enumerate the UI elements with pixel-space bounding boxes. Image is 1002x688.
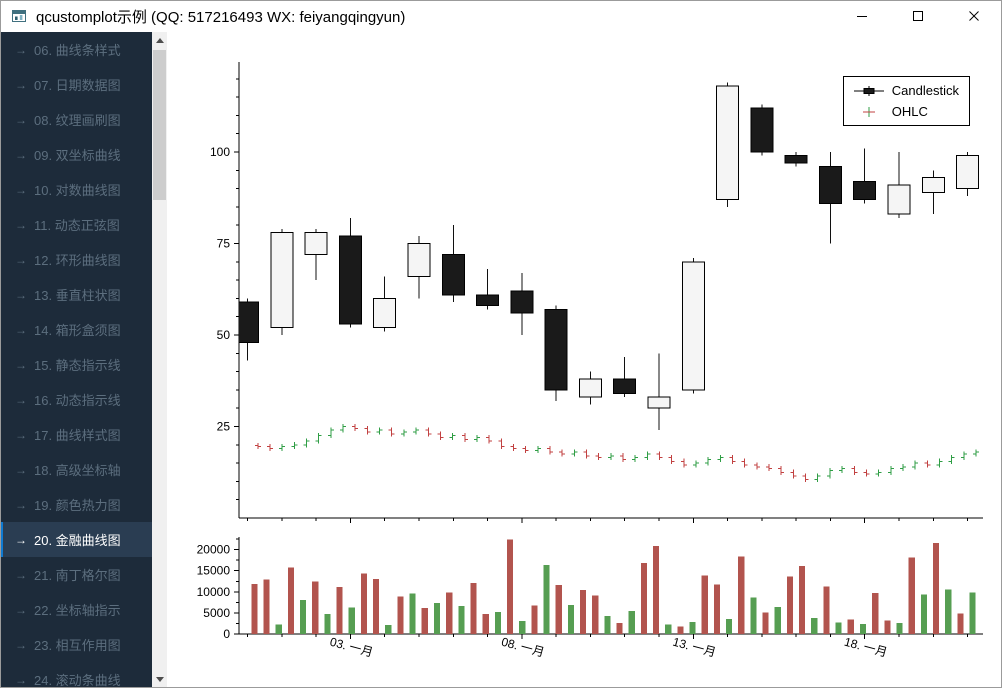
maximize-button[interactable]: [890, 0, 946, 32]
arrow-icon: →: [15, 252, 27, 267]
svg-text:08. 一月: 08. 一月: [500, 635, 546, 660]
sidebar-item-08[interactable]: → 08. 纹理画刷图: [0, 102, 152, 137]
sidebar-item-17[interactable]: → 17. 曲线样式图: [0, 417, 152, 452]
sidebar-item-label: 15. 静态指示线: [34, 358, 121, 373]
close-button[interactable]: [946, 0, 1002, 32]
arrow-up-icon: [155, 38, 164, 43]
scroll-down-button[interactable]: [152, 671, 167, 688]
sidebar-item-label: 20. 金融曲线图: [34, 533, 121, 548]
arrow-icon: →: [15, 427, 27, 442]
sidebar-item-label: 14. 箱形盒须图: [34, 323, 121, 338]
sidebar-list: → 06. 曲线条样式 → 07. 日期数据图 → 08. 纹理画刷图 → 09. 双坐标曲线…: [0, 32, 152, 688]
sidebar-item-label: 07. 日期数据图: [34, 78, 121, 93]
svg-text:100: 100: [210, 145, 230, 159]
arrow-icon: →: [15, 147, 27, 162]
svg-text:25: 25: [217, 420, 231, 434]
sidebar-item-label: 22. 坐标轴指示: [34, 603, 121, 618]
sidebar-item-label: 21. 南丁格尔图: [34, 568, 121, 583]
sidebar-item-label: 09. 双坐标曲线: [34, 148, 121, 163]
sidebar-item-label: 19. 颜色热力图: [34, 498, 121, 513]
window-title: qcustomplot示例 (QQ: 517216493 WX: feiyang…: [36, 8, 406, 26]
sidebar-item-13[interactable]: → 13. 垂直柱状图: [0, 277, 152, 312]
arrow-icon: →: [15, 637, 27, 652]
sidebar-item-15[interactable]: → 15. 静态指示线: [0, 347, 152, 382]
main-area: 25 50 75 100 0 5000 10000 15000 20000 03. 一月 08. 一…: [167, 32, 1002, 688]
sidebar-item-19[interactable]: → 19. 颜色热力图: [0, 487, 152, 522]
arrow-icon: →: [15, 357, 27, 372]
svg-text:13. 一月: 13. 一月: [671, 635, 717, 660]
arrow-icon: →: [15, 77, 27, 92]
scrollbar-thumb[interactable]: [153, 50, 166, 200]
sidebar-item-label: 08. 纹理画刷图: [34, 113, 121, 128]
sidebar-item-12[interactable]: → 12. 环形曲线图: [0, 242, 152, 277]
arrow-icon: →: [15, 672, 27, 687]
svg-text:18. 一月: 18. 一月: [843, 635, 889, 660]
arrow-down-icon: [155, 677, 164, 682]
window-controls: [834, 0, 1002, 32]
svg-text:75: 75: [217, 237, 231, 251]
financial-chart[interactable]: 25 50 75 100 0 5000 10000 15000 20000 03. 一月 08. 一…: [177, 40, 994, 680]
candlestick-legend-icon: [853, 85, 884, 96]
svg-text:03. 一月: 03. 一月: [328, 635, 374, 660]
svg-text:50: 50: [217, 328, 231, 342]
sidebar-item-label: 10. 对数曲线图: [34, 183, 121, 198]
legend-label: Candlestick: [891, 83, 959, 98]
svg-text:20000: 20000: [197, 543, 231, 557]
sidebar-item-14[interactable]: → 14. 箱形盒须图: [0, 312, 152, 347]
sidebar-item-09[interactable]: → 09. 双坐标曲线: [0, 137, 152, 172]
sidebar-item-07[interactable]: → 07. 日期数据图: [0, 67, 152, 102]
sidebar-item-16[interactable]: → 16. 动态指示线: [0, 382, 152, 417]
svg-text:10000: 10000: [197, 585, 231, 599]
legend-item-candlestick: Candlestick: [853, 83, 959, 98]
sidebar-item-label: 16. 动态指示线: [34, 393, 121, 408]
sidebar-item-label: 18. 高级坐标轴: [34, 463, 121, 478]
chart-legend: Candlestick OHLC: [842, 76, 970, 126]
arrow-icon: →: [15, 112, 27, 127]
svg-text:15000: 15000: [197, 564, 231, 578]
svg-text:5000: 5000: [203, 606, 230, 620]
maximize-icon: [913, 11, 923, 21]
legend-item-ohlc: OHLC: [854, 104, 959, 119]
sidebar-scrollbar[interactable]: [152, 32, 167, 688]
sidebar-item-label: 12. 环形曲线图: [34, 253, 121, 268]
arrow-icon: →: [15, 182, 27, 197]
sidebar-item-23[interactable]: → 23. 相互作用图: [0, 627, 152, 662]
sidebar-item-label: 23. 相互作用图: [34, 638, 121, 653]
sidebar-item-22[interactable]: → 22. 坐标轴指示: [0, 592, 152, 627]
arrow-icon: →: [15, 602, 27, 617]
sidebar-item-18[interactable]: → 18. 高级坐标轴: [0, 452, 152, 487]
arrow-icon: →: [15, 287, 27, 302]
legend-label: OHLC: [891, 104, 928, 119]
sidebar: → 06. 曲线条样式 → 07. 日期数据图 → 08. 纹理画刷图 → 09. 双坐标曲线…: [0, 32, 167, 688]
ohlc-legend-icon: [862, 106, 875, 117]
sidebar-item-21[interactable]: → 21. 南丁格尔图: [0, 557, 152, 592]
sidebar-item-label: 11. 动态正弦图: [34, 218, 120, 233]
sidebar-item-label: 17. 曲线样式图: [34, 428, 121, 443]
arrow-icon: →: [15, 497, 27, 512]
sidebar-item-label: 13. 垂直柱状图: [34, 288, 121, 303]
arrow-icon: →: [15, 567, 27, 582]
sidebar-item-10[interactable]: → 10. 对数曲线图: [0, 172, 152, 207]
arrow-icon: →: [15, 392, 27, 407]
arrow-icon: →: [15, 322, 27, 337]
arrow-icon: →: [15, 462, 27, 477]
app-icon: [12, 10, 26, 22]
minimize-icon: [857, 16, 867, 17]
sidebar-item-label: 24. 滚动条曲线: [34, 673, 121, 688]
arrow-icon: →: [15, 532, 27, 547]
sidebar-item-11[interactable]: → 11. 动态正弦图: [0, 207, 152, 242]
close-icon: [969, 11, 979, 21]
chart-canvas[interactable]: 25 50 75 100 0 5000 10000 15000 20000 03. 一月 08. 一…: [177, 40, 994, 680]
arrow-icon: →: [15, 42, 27, 57]
arrow-icon: →: [15, 217, 27, 232]
svg-text:0: 0: [223, 627, 230, 641]
sidebar-item-06[interactable]: → 06. 曲线条样式: [0, 32, 152, 67]
sidebar-item-label: 06. 曲线条样式: [34, 43, 121, 58]
sidebar-item-24[interactable]: → 24. 滚动条曲线: [0, 662, 152, 688]
title-bar: qcustomplot示例 (QQ: 517216493 WX: feiyang…: [0, 0, 1002, 32]
sidebar-item-20[interactable]: → 20. 金融曲线图: [0, 522, 152, 557]
selected-indicator: [0, 522, 3, 557]
scroll-up-button[interactable]: [152, 32, 167, 49]
minimize-button[interactable]: [834, 0, 890, 32]
